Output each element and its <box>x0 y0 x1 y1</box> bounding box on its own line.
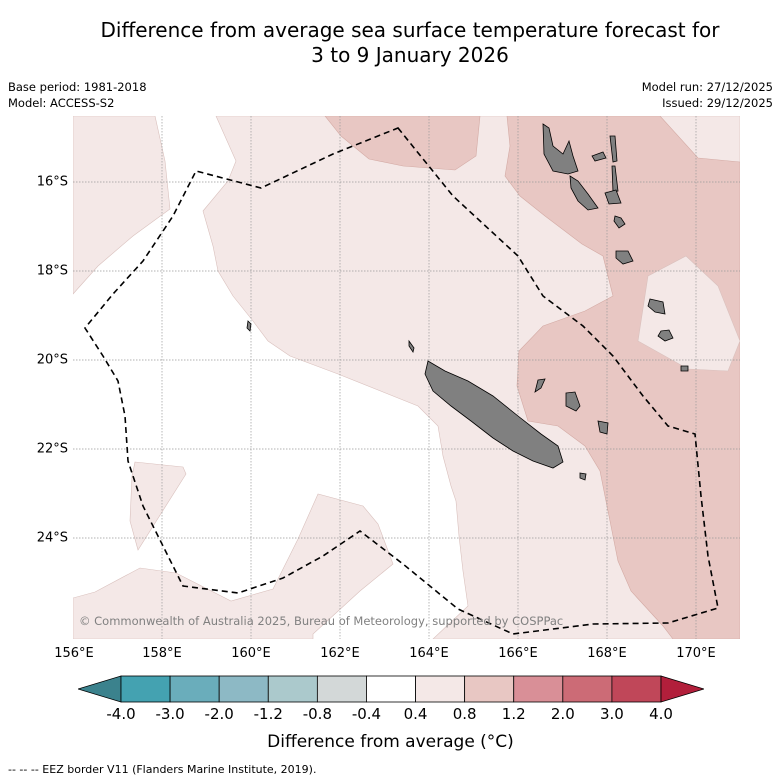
lon-label-164: 164°E <box>409 646 449 661</box>
maewo <box>611 165 619 193</box>
lifou <box>565 391 581 412</box>
colorbar-tick-label: 0.8 <box>452 705 477 723</box>
lon-label-162: 162°E <box>320 646 360 661</box>
colorbar-under-arrow <box>78 675 122 703</box>
colorbar-tick-label: 3.0 <box>599 705 624 723</box>
colorbar-segment <box>218 675 269 703</box>
colorbar-segment <box>169 675 220 703</box>
colorbar-tick-label: -0.8 <box>302 705 332 723</box>
colorbar-segment <box>562 675 613 703</box>
copyright-notice: © Commonwealth of Australia 2025, Bureau… <box>79 614 564 628</box>
colorbar-tick-label: -0.4 <box>351 705 382 723</box>
contour-southwest-small <box>129 461 187 551</box>
ambrym <box>604 189 622 205</box>
colorbar-segment <box>366 675 416 703</box>
colorbar-segment <box>464 675 515 703</box>
lon-label-166: 166°E <box>498 646 538 661</box>
lat-label-24: 24°S <box>36 530 68 546</box>
landmasses <box>246 123 689 481</box>
model-name: Model: ACCESS-S2 <box>8 96 115 110</box>
espiritu-santo <box>542 123 579 175</box>
base-period: Base period: 1981-2018 <box>8 80 147 94</box>
title-line-2: 3 to 9 January 2026 <box>311 43 509 67</box>
erromango <box>615 250 634 265</box>
issued-date: Issued: 29/12/2025 <box>662 96 773 110</box>
pentecost <box>609 135 618 163</box>
colorbar-segment <box>267 675 318 703</box>
lon-label-160: 160°E <box>231 646 271 661</box>
mare <box>597 420 609 435</box>
futuna-islet <box>680 365 689 372</box>
ambae <box>591 151 607 162</box>
eez-legend-note: -- -- -- EEZ border V11 (Flanders Marine… <box>8 763 317 776</box>
colorbar-segment <box>316 675 367 703</box>
colorbar-tick-label: -1.2 <box>253 705 283 723</box>
graticule <box>73 116 740 639</box>
colorbar-over-arrow <box>660 675 704 703</box>
lat-label-16: 16°S <box>36 174 68 190</box>
aneityum <box>657 329 674 342</box>
colorbar-label: Difference from average (°C) <box>267 732 514 752</box>
colorbar-segment <box>513 675 564 703</box>
colorbar-tick-label: -4.0 <box>106 705 136 723</box>
colorbar-tick-label: 2.0 <box>550 705 575 723</box>
efate <box>613 215 626 229</box>
contour-east-pocket <box>637 255 740 372</box>
title-line-1: Difference from average sea surface temp… <box>100 18 720 42</box>
contour-south <box>73 493 394 639</box>
lon-label-158: 158°E <box>142 646 182 661</box>
colorbar-segment <box>611 675 662 703</box>
new-caledonia-grande-terre <box>424 360 564 469</box>
meta-left: Base period: 1981-2018 Model: ACCESS-S2 <box>8 79 147 111</box>
colorbar-tick-label: -3.0 <box>155 705 185 723</box>
colorbar-tick-label: 4.0 <box>649 705 673 723</box>
lat-label-22: 22°S <box>36 441 68 457</box>
colorbar-tick-label: 0.4 <box>403 705 428 723</box>
colorbar-tick-label: 1.2 <box>501 705 526 723</box>
ouvea <box>534 378 546 393</box>
malekula <box>569 175 599 211</box>
lon-label-156: 156°E <box>54 646 94 661</box>
lat-label-20: 20°S <box>36 352 68 368</box>
chart-title: Difference from average sea surface temp… <box>40 18 780 68</box>
meta-right: Model run: 27/12/2025 Issued: 29/12/2025 <box>642 79 773 111</box>
colorbar-segment <box>415 675 466 703</box>
lon-label-170: 170°E <box>676 646 716 661</box>
colorbar <box>78 675 704 703</box>
eez-border <box>84 127 719 635</box>
walpole-island <box>579 472 587 481</box>
model-run: Model run: 27/12/2025 <box>641 80 773 94</box>
lon-label-168: 168°E <box>587 646 627 661</box>
contour-west <box>73 116 171 295</box>
map-panel <box>73 116 740 639</box>
colorbar-segment <box>120 675 171 703</box>
lat-label-18: 18°S <box>36 263 68 279</box>
belep-islet <box>408 339 415 353</box>
tanna <box>647 298 666 315</box>
contour-east <box>504 116 740 639</box>
map-svg <box>73 116 740 639</box>
chesterfield-islet <box>246 320 252 332</box>
colorbar-tick-label: -2.0 <box>204 705 234 723</box>
